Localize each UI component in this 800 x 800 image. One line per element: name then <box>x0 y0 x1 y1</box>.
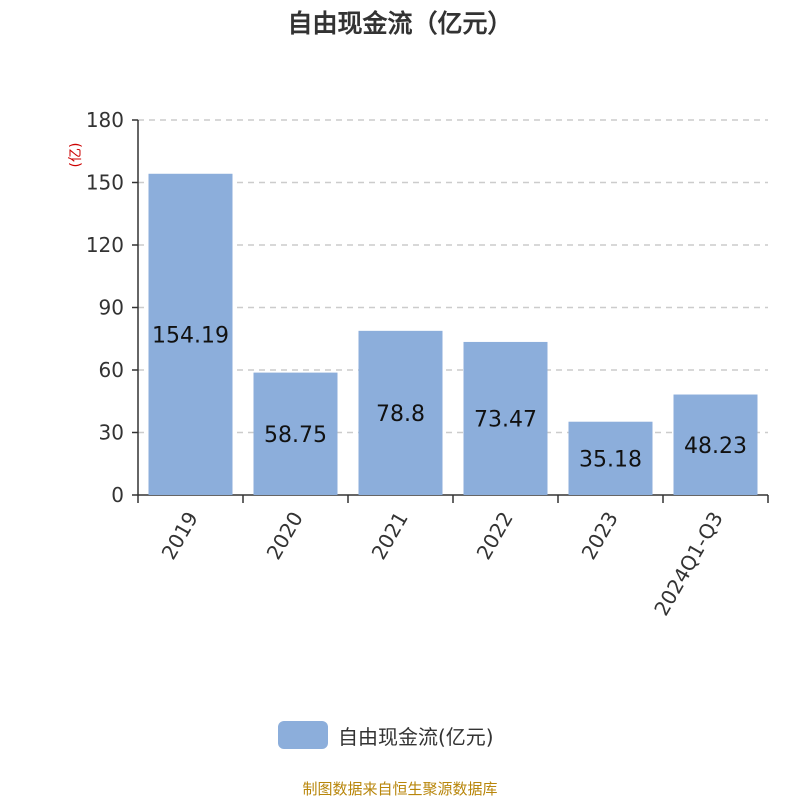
bars <box>148 173 758 496</box>
bar <box>253 372 338 495</box>
bar-value-label: 58.75 <box>264 423 327 448</box>
bar <box>358 330 443 495</box>
data-labels: 154.19 58.75 78.8 73.47 35.18 48.23 <box>152 323 747 472</box>
bar-value-label: 154.19 <box>152 323 229 348</box>
y-tick-label: 0 <box>111 483 124 507</box>
bar-value-label: 73.47 <box>474 407 537 432</box>
legend[interactable]: 自由现金流(亿元) <box>278 720 494 750</box>
grid-lines <box>138 119 768 434</box>
chart-title: 自由现金流（亿元） <box>287 9 513 38</box>
y-tick-label: 180 <box>86 108 124 132</box>
bar <box>568 421 653 495</box>
bar-value-label: 48.23 <box>684 434 747 459</box>
source-note: 制图数据来自恒生聚源数据库 <box>302 780 498 798</box>
x-tick-label: 2021 <box>367 508 413 564</box>
y-axis-label: (亿) <box>68 143 84 168</box>
y-tick-label: 150 <box>86 171 124 195</box>
x-tick-label: 2023 <box>577 508 623 564</box>
bar-value-label: 35.18 <box>579 447 642 472</box>
x-tick-label: 2022 <box>472 508 518 564</box>
bar <box>148 173 233 496</box>
x-tick-label: 2020 <box>262 508 308 564</box>
legend-swatch <box>278 721 328 749</box>
x-tick-label: 2019 <box>157 508 203 564</box>
y-tick-label: 120 <box>86 233 124 257</box>
bar <box>673 394 758 495</box>
bar-value-label: 78.8 <box>376 402 425 427</box>
x-tick-label: 2024Q1-Q3 <box>649 508 728 620</box>
legend-label: 自由现金流(亿元) <box>338 724 494 749</box>
bar <box>463 341 548 495</box>
y-tick-label: 90 <box>99 296 124 320</box>
y-tick-label: 30 <box>99 421 124 445</box>
y-tick-label: 60 <box>99 358 124 382</box>
